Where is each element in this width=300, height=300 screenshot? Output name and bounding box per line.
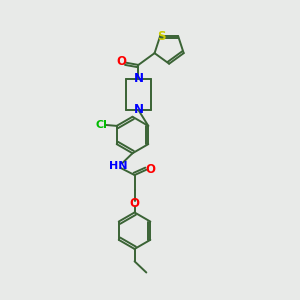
Text: O: O	[130, 197, 140, 210]
Text: Cl: Cl	[95, 120, 107, 130]
Text: S: S	[158, 29, 166, 43]
Text: O: O	[146, 163, 155, 176]
Text: HN: HN	[109, 160, 127, 171]
Text: N: N	[134, 72, 144, 85]
Text: O: O	[117, 56, 127, 68]
Text: N: N	[134, 103, 144, 116]
